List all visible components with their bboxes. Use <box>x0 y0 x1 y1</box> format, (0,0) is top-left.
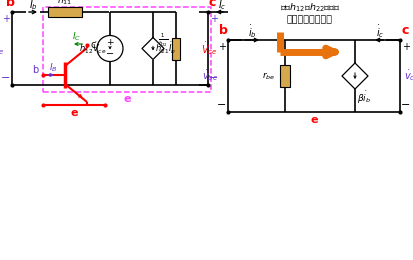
Text: c: c <box>400 24 408 37</box>
Text: $\dot{V}_{be}$: $\dot{V}_{be}$ <box>0 40 4 57</box>
Text: −: − <box>217 100 226 110</box>
Text: $\beta\dot{i}_b$: $\beta\dot{i}_b$ <box>356 90 370 106</box>
Text: b: b <box>218 24 227 37</box>
Text: +: + <box>209 14 218 24</box>
Text: 忽略$h_{12}$和$h_{22}$影响的: 忽略$h_{12}$和$h_{22}$影响的 <box>279 2 339 14</box>
Text: e: e <box>70 108 78 118</box>
Text: c: c <box>90 40 95 50</box>
Text: b: b <box>5 0 14 10</box>
Text: $h_{21}\dot{I}_b$: $h_{21}\dot{I}_b$ <box>154 41 176 56</box>
Text: $\dot{i}_c$: $\dot{i}_c$ <box>375 24 383 41</box>
Text: +: + <box>106 38 114 47</box>
Text: $I_C$: $I_C$ <box>72 31 81 43</box>
Text: $I_B$: $I_B$ <box>49 62 57 74</box>
Bar <box>48 7 82 17</box>
Bar <box>279 65 289 87</box>
Bar <box>43 7 211 92</box>
Text: $\dot{v}_{ce}$: $\dot{v}_{ce}$ <box>403 69 413 83</box>
Bar <box>171 37 180 60</box>
Text: $\dot{V}_{ce}$: $\dot{V}_{ce}$ <box>200 40 217 57</box>
Text: $r_{be}$: $r_{be}$ <box>261 70 274 82</box>
Text: $\dot{i}_b$: $\dot{i}_b$ <box>247 24 256 41</box>
Text: −: − <box>106 49 114 60</box>
Text: +: + <box>401 42 409 52</box>
Text: +: + <box>218 42 225 52</box>
Text: $h_{12}\dot{V}_{ce}$: $h_{12}\dot{V}_{ce}$ <box>78 41 106 56</box>
Text: +: + <box>2 14 10 24</box>
Text: $\dot{I}_c$: $\dot{I}_c$ <box>217 0 226 12</box>
Text: 简化参数等效电路: 简化参数等效电路 <box>286 16 332 24</box>
Text: c: c <box>208 0 215 10</box>
Text: −: − <box>400 100 410 110</box>
Text: $\frac{1}{h_{22}}$: $\frac{1}{h_{22}}$ <box>157 32 168 49</box>
Text: $\dot{v}_{be}$: $\dot{v}_{be}$ <box>202 69 218 83</box>
Text: b: b <box>32 65 38 75</box>
Text: −: − <box>209 73 218 83</box>
Text: e: e <box>123 94 131 104</box>
Text: $h_{11}$: $h_{11}$ <box>57 0 72 7</box>
Text: $\dot{I}_b$: $\dot{I}_b$ <box>28 0 38 12</box>
Text: e: e <box>309 115 317 125</box>
Text: −: − <box>1 73 11 83</box>
